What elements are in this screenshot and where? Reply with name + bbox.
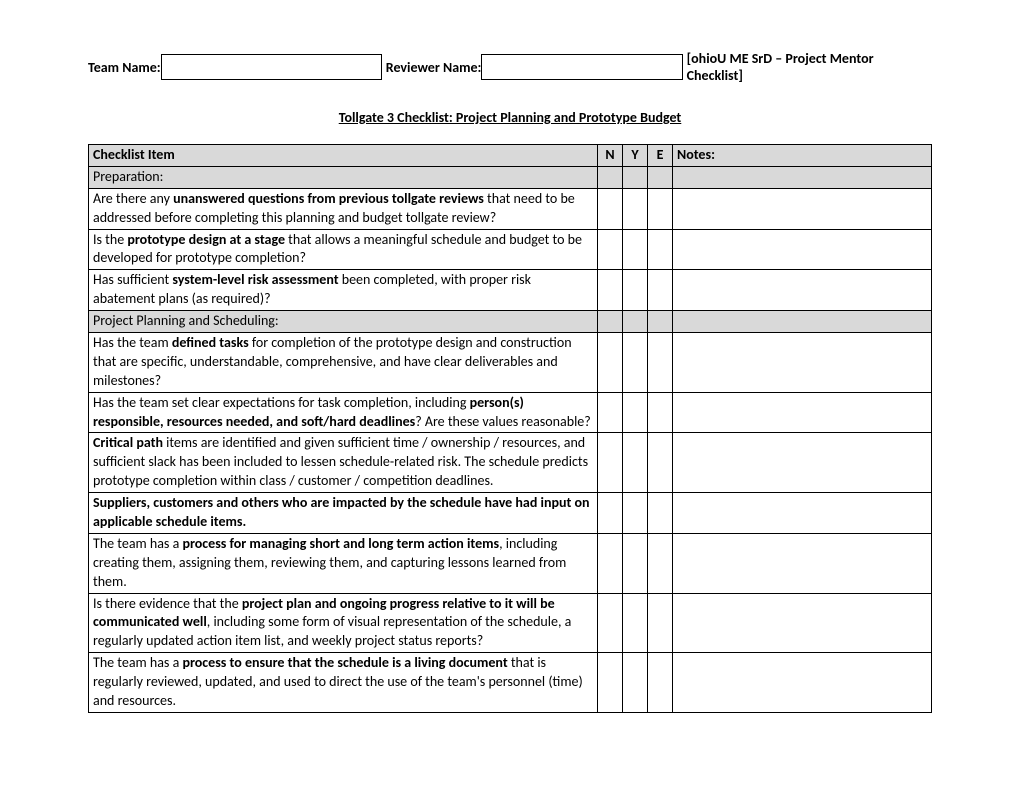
cell-y[interactable] xyxy=(623,493,648,534)
checklist-table: Checklist Item N Y E Notes: Preparation:… xyxy=(88,144,932,713)
item-text: The team has a process to ensure that th… xyxy=(89,653,598,713)
table-row: Has the team defined tasks for completio… xyxy=(89,333,932,393)
cell-e[interactable] xyxy=(648,392,673,433)
table-row: Is there evidence that the project plan … xyxy=(89,593,932,653)
col-notes-header: Notes: xyxy=(673,145,932,167)
cell-y[interactable] xyxy=(623,653,648,713)
cell-n[interactable] xyxy=(598,166,623,188)
cell-e[interactable] xyxy=(648,270,673,311)
cell-e[interactable] xyxy=(648,188,673,229)
cell-notes[interactable] xyxy=(673,229,932,270)
item-text: Critical path items are identified and g… xyxy=(89,433,598,493)
table-row: Is the prototype design at a stage that … xyxy=(89,229,932,270)
doc-reference: [ohioU ME SrD – Project Mentor Checklist… xyxy=(687,50,932,84)
cell-e[interactable] xyxy=(648,229,673,270)
cell-notes[interactable] xyxy=(673,311,932,333)
table-row: The team has a process to ensure that th… xyxy=(89,653,932,713)
cell-notes[interactable] xyxy=(673,433,932,493)
cell-n[interactable] xyxy=(598,270,623,311)
item-text: Are there any unanswered questions from … xyxy=(89,188,598,229)
section-preparation: Preparation: xyxy=(89,166,932,188)
team-name-input[interactable] xyxy=(161,54,382,80)
cell-e[interactable] xyxy=(648,333,673,393)
reviewer-name-label: Reviewer Name: xyxy=(386,59,482,76)
cell-e[interactable] xyxy=(648,493,673,534)
cell-n[interactable] xyxy=(598,392,623,433)
cell-y[interactable] xyxy=(623,593,648,653)
cell-notes[interactable] xyxy=(673,533,932,593)
cell-y[interactable] xyxy=(623,333,648,393)
item-text: Suppliers, customers and others who are … xyxy=(89,493,598,534)
cell-n[interactable] xyxy=(598,593,623,653)
cell-notes[interactable] xyxy=(673,493,932,534)
cell-y[interactable] xyxy=(623,270,648,311)
section-planning: Project Planning and Scheduling: xyxy=(89,311,932,333)
col-e-header: E xyxy=(648,145,673,167)
table-row: Has the team set clear expectations for … xyxy=(89,392,932,433)
cell-n[interactable] xyxy=(598,493,623,534)
reviewer-name-input[interactable] xyxy=(481,54,682,80)
header-row: Team Name: Reviewer Name: [ohioU ME SrD … xyxy=(88,50,932,84)
cell-n[interactable] xyxy=(598,533,623,593)
cell-notes[interactable] xyxy=(673,333,932,393)
cell-notes[interactable] xyxy=(673,188,932,229)
table-row: Suppliers, customers and others who are … xyxy=(89,493,932,534)
cell-n[interactable] xyxy=(598,188,623,229)
cell-y[interactable] xyxy=(623,533,648,593)
cell-y[interactable] xyxy=(623,392,648,433)
col-item-header: Checklist Item xyxy=(89,145,598,167)
item-text: Is there evidence that the project plan … xyxy=(89,593,598,653)
team-name-label: Team Name: xyxy=(88,59,161,76)
item-text: The team has a process for managing shor… xyxy=(89,533,598,593)
cell-notes[interactable] xyxy=(673,166,932,188)
cell-y[interactable] xyxy=(623,433,648,493)
cell-n[interactable] xyxy=(598,333,623,393)
cell-e[interactable] xyxy=(648,311,673,333)
item-text: Has the team defined tasks for completio… xyxy=(89,333,598,393)
page-title: Tollgate 3 Checklist: Project Planning a… xyxy=(88,109,932,126)
cell-e[interactable] xyxy=(648,653,673,713)
cell-y[interactable] xyxy=(623,166,648,188)
cell-e[interactable] xyxy=(648,433,673,493)
table-row: Has sufficient system-level risk assessm… xyxy=(89,270,932,311)
cell-notes[interactable] xyxy=(673,270,932,311)
section-label: Project Planning and Scheduling: xyxy=(89,311,598,333)
item-text: Is the prototype design at a stage that … xyxy=(89,229,598,270)
table-header-row: Checklist Item N Y E Notes: xyxy=(89,145,932,167)
cell-n[interactable] xyxy=(598,433,623,493)
item-text: Has sufficient system-level risk assessm… xyxy=(89,270,598,311)
cell-e[interactable] xyxy=(648,166,673,188)
cell-n[interactable] xyxy=(598,229,623,270)
col-n-header: N xyxy=(598,145,623,167)
cell-y[interactable] xyxy=(623,188,648,229)
col-y-header: Y xyxy=(623,145,648,167)
cell-notes[interactable] xyxy=(673,653,932,713)
cell-n[interactable] xyxy=(598,311,623,333)
cell-notes[interactable] xyxy=(673,593,932,653)
section-label: Preparation: xyxy=(89,166,598,188)
cell-e[interactable] xyxy=(648,593,673,653)
cell-y[interactable] xyxy=(623,311,648,333)
table-row: Critical path items are identified and g… xyxy=(89,433,932,493)
cell-n[interactable] xyxy=(598,653,623,713)
cell-e[interactable] xyxy=(648,533,673,593)
table-row: Are there any unanswered questions from … xyxy=(89,188,932,229)
item-text: Has the team set clear expectations for … xyxy=(89,392,598,433)
table-row: The team has a process for managing shor… xyxy=(89,533,932,593)
cell-y[interactable] xyxy=(623,229,648,270)
cell-notes[interactable] xyxy=(673,392,932,433)
